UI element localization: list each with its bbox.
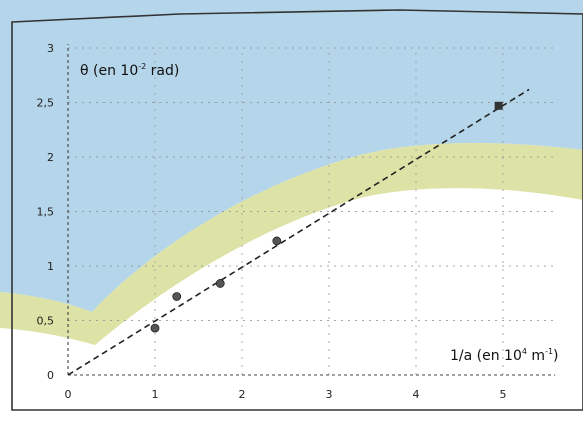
fit-line	[67, 88, 530, 376]
data-point	[172, 292, 182, 301]
y-tick-label: 1	[47, 260, 54, 273]
grid	[68, 47, 556, 375]
y-tick-label: 1,5	[37, 206, 55, 219]
x-axis-label: 1/a (en 104 m-1)	[450, 347, 559, 364]
x-tick-label: 4	[413, 388, 420, 401]
data-point	[494, 101, 503, 110]
x-tick-label: 5	[500, 388, 507, 401]
y-tick-label: 3	[47, 42, 54, 55]
x-tick-label: 1	[152, 388, 159, 401]
x-tick-label: 3	[326, 388, 333, 401]
fit-line-group	[67, 88, 530, 376]
y-axis-label: θ (en 10-2 rad)	[80, 62, 179, 79]
data-point	[272, 236, 282, 246]
plot-frame	[11, 9, 583, 411]
y-tick-label: 2	[47, 151, 54, 164]
data-points	[150, 101, 503, 333]
y-tick-label: 0,5	[37, 315, 55, 328]
x-tick-label: 0	[65, 388, 72, 401]
x-tick-label: 2	[239, 388, 246, 401]
x-tick-labels: 0 1 2 3 4 5	[65, 388, 507, 401]
data-point	[150, 323, 160, 333]
background-bands	[0, 0, 583, 345]
y-tick-label: 0	[47, 369, 54, 382]
axes	[67, 44, 556, 376]
data-point	[215, 279, 225, 288]
y-tick-labels: 0 0,5 1 1,5 2 2,5 3	[37, 42, 55, 382]
y-tick-label: 2,5	[37, 97, 55, 110]
blue-band	[0, 0, 583, 312]
green-band	[0, 143, 583, 345]
